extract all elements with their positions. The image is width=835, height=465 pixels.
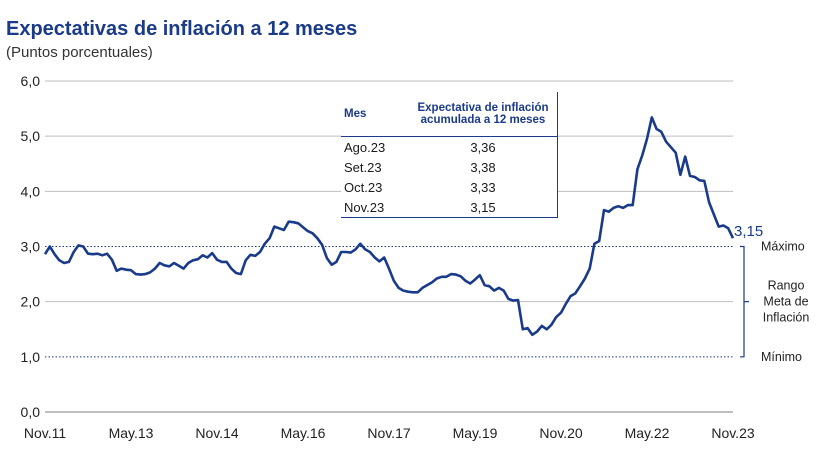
- max-range-label: Máximo: [761, 240, 805, 254]
- x-tick-label: May.22: [625, 425, 670, 441]
- y-tick-label: 6,0: [21, 73, 41, 89]
- target-range-lines: [45, 246, 733, 358]
- table-cell-value: 3,33: [470, 179, 496, 195]
- x-tick-label: Nov.17: [367, 425, 411, 441]
- table-cell-value: 3,38: [470, 159, 496, 175]
- table-row: Ago.23 3,36: [341, 137, 558, 158]
- range-band-label-line-2: Meta de: [763, 295, 808, 309]
- range-band-label-line-3: Inflación: [763, 311, 810, 325]
- x-tick-label: Nov.20: [539, 425, 583, 441]
- y-tick-label: 2,0: [21, 294, 41, 310]
- y-tick-label: 4,0: [21, 183, 41, 199]
- series-layer: [43, 116, 735, 337]
- last-value-label: 3,15: [734, 223, 763, 240]
- table-row: Oct.23 3,33: [341, 177, 558, 197]
- x-axis-tick-labels: Nov.11 May.13 Nov.14 May.16 Nov.17 May.19 Nov.…: [24, 425, 755, 441]
- table-header-month: Mes: [341, 92, 409, 137]
- y-tick-label: 1,0: [21, 349, 41, 365]
- x-tick-label: May.19: [453, 425, 498, 441]
- y-tick-label: 5,0: [21, 128, 41, 144]
- x-tick-label: Nov.11: [24, 425, 66, 441]
- table-row: Nov.23 3,15: [341, 197, 558, 218]
- x-tick-label: Nov.14: [195, 425, 239, 441]
- x-tick-label: May.16: [281, 425, 326, 441]
- table-cell-value: 3,36: [470, 139, 496, 155]
- x-tick-label: Nov.23: [711, 425, 755, 441]
- table-cell-month: Oct.23: [344, 179, 383, 195]
- chart-subtitle: (Puntos porcentuales): [6, 44, 153, 61]
- x-tick-label: May.13: [109, 425, 154, 441]
- series-line: [43, 116, 735, 337]
- range-bracket: [740, 245, 745, 358]
- expectations-table: Mes Expectativa de inflación acumulada a…: [341, 92, 558, 218]
- table-cell-month: Nov.23: [341, 197, 409, 218]
- table-cell-month: Ago.23: [344, 139, 386, 155]
- target-range-bracket: [740, 245, 749, 358]
- range-band-label-line-1: Rango: [768, 279, 805, 293]
- y-tick-label: 0,0: [21, 404, 41, 420]
- chart-title: Expectativas de inflación a 12 meses: [6, 18, 358, 40]
- table-header-row: Mes Expectativa de inflación acumulada a…: [341, 92, 558, 137]
- y-tick-label: 3,0: [21, 239, 41, 255]
- min-range-label: Mínimo: [761, 350, 802, 364]
- table-cell-month: Set.23: [344, 159, 382, 175]
- grid-lines: [45, 80, 733, 413]
- table-cell-value: 3,15: [409, 197, 558, 218]
- table-header-expectation: Expectativa de inflación acumulada a 12 …: [409, 92, 558, 137]
- table-row: Set.23 3,38: [341, 157, 558, 177]
- y-axis-tick-labels: 0,0 1,0 2,0 3,0 4,0 5,0 6,0: [21, 73, 41, 420]
